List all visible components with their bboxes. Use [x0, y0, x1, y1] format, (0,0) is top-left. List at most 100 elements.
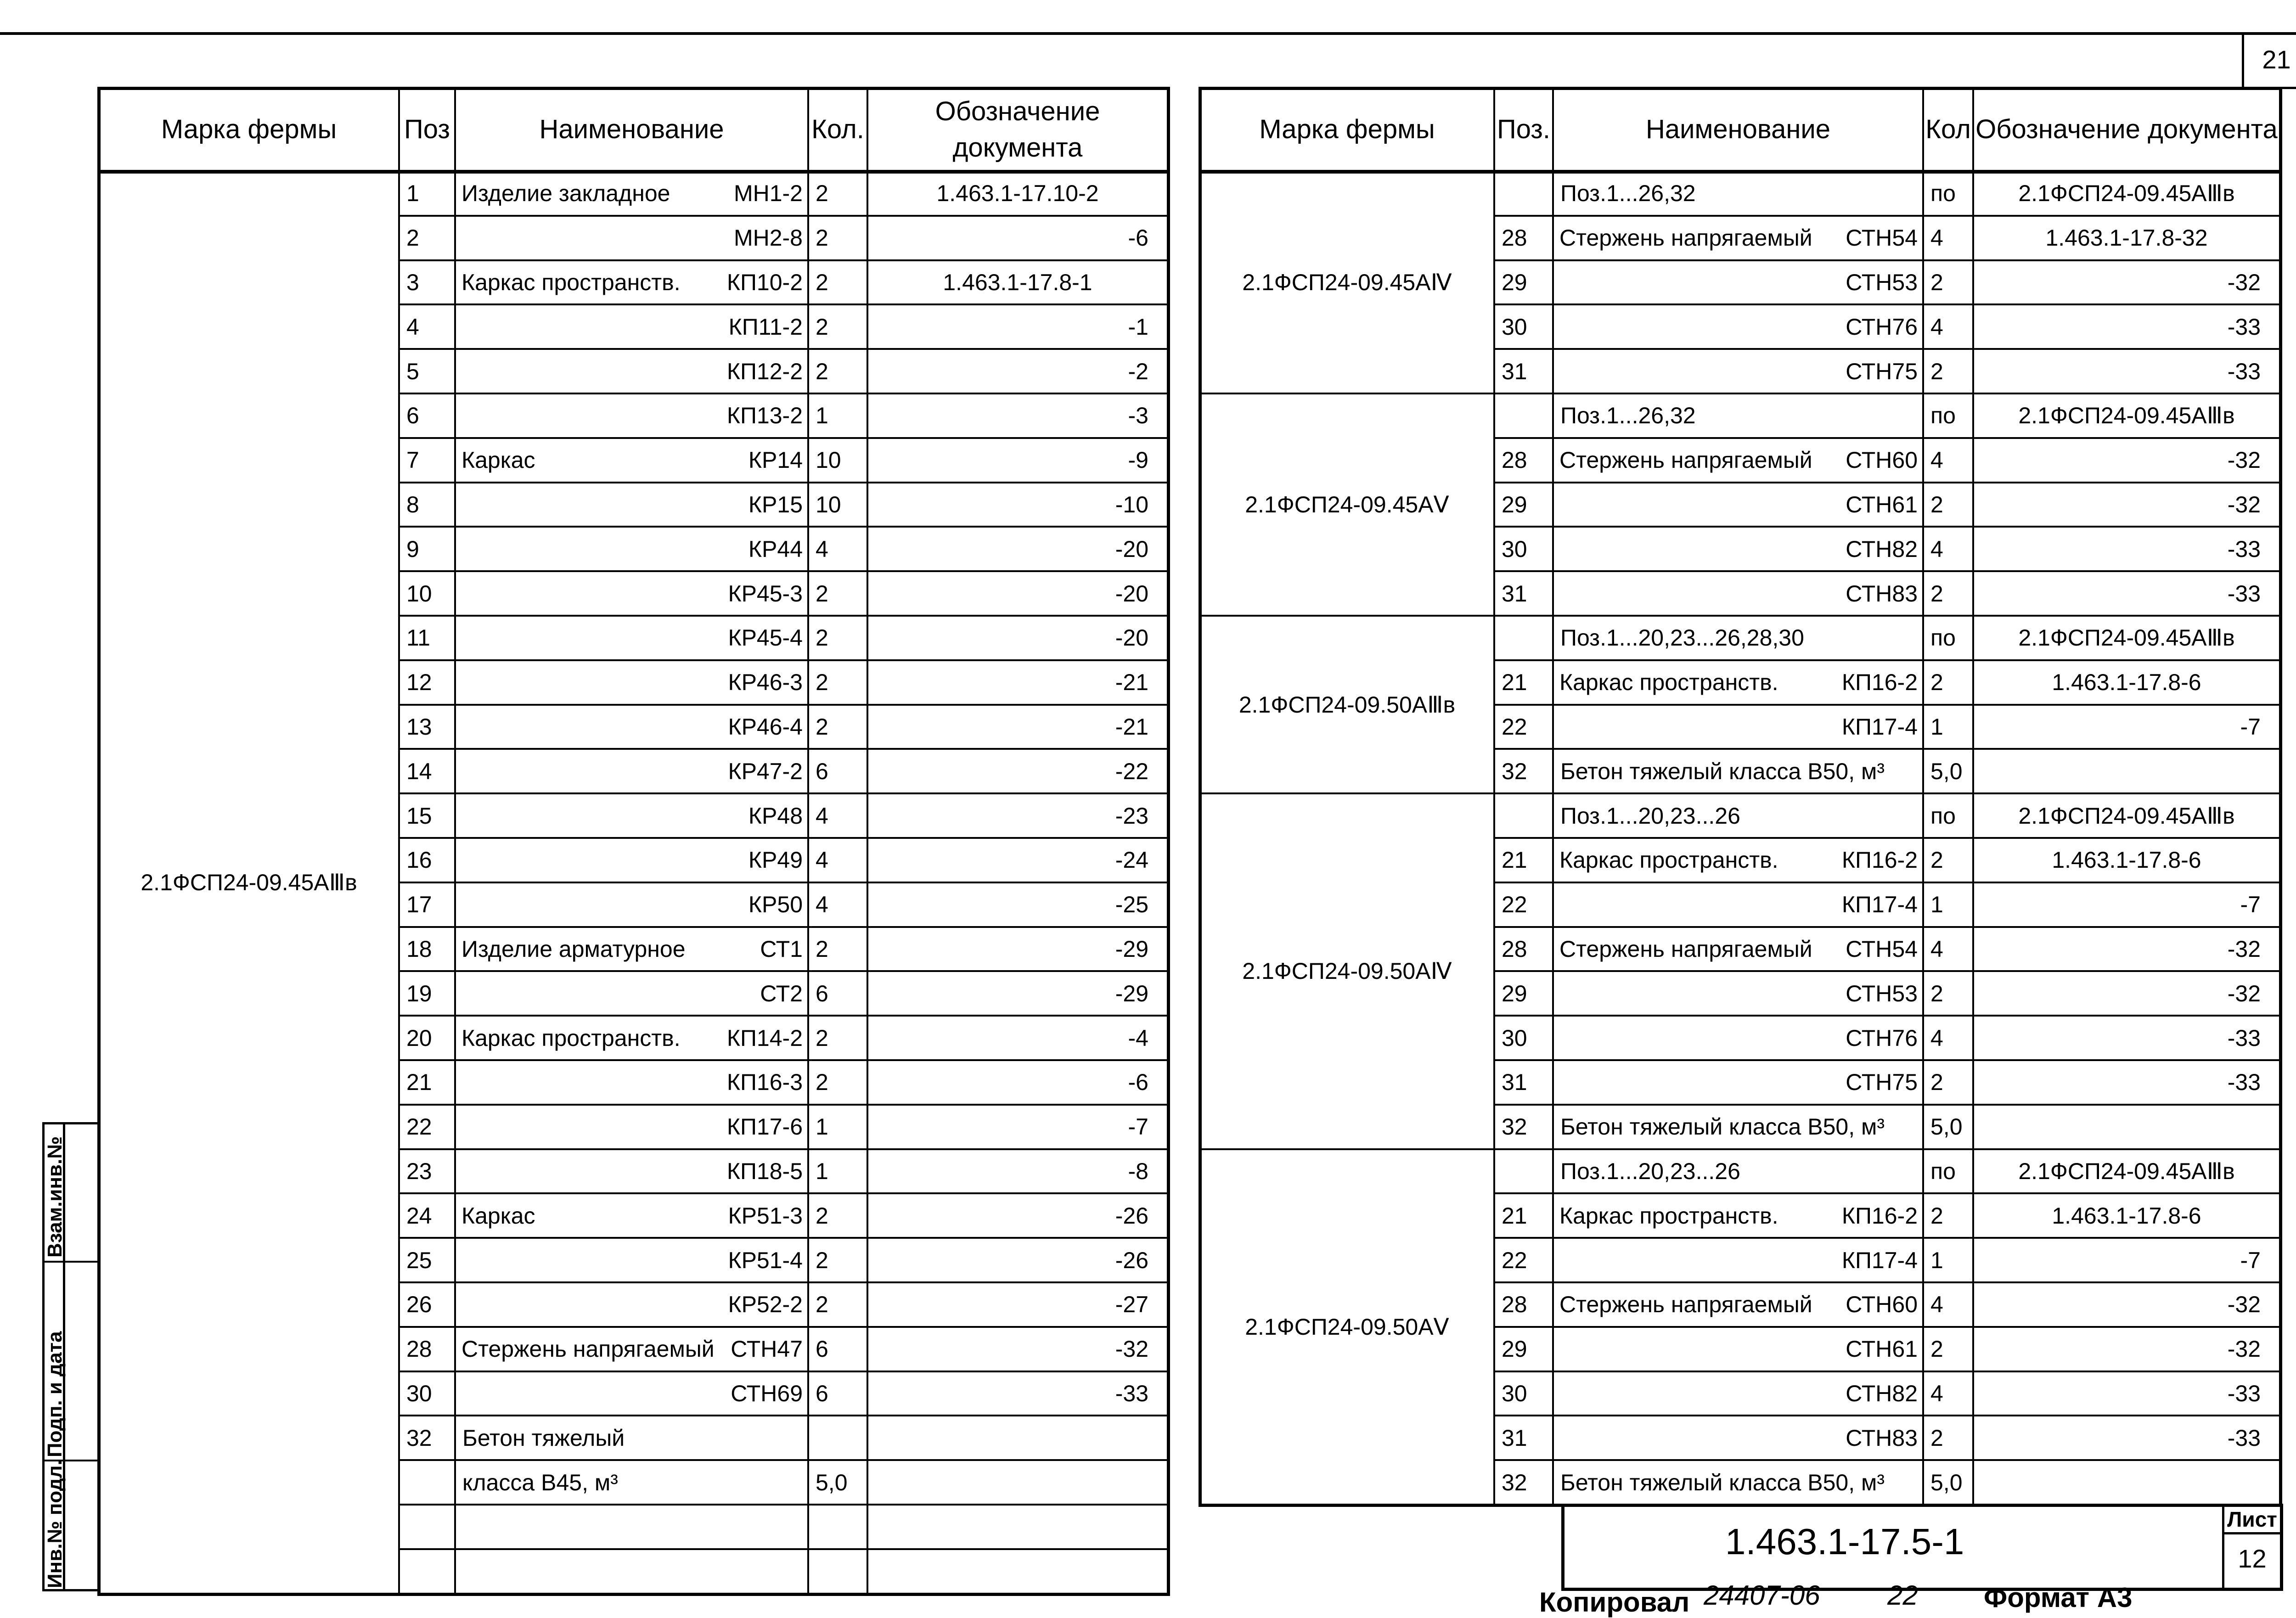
row-qty: 2 — [807, 1237, 868, 1283]
row-qty — [807, 1548, 868, 1595]
row-pos: 11 — [398, 615, 456, 661]
row-qty: 6 — [807, 1326, 868, 1372]
row-qty: 2 — [807, 170, 868, 217]
row-qty: 4 — [1922, 526, 1974, 573]
row-qty: 2 — [1922, 1326, 1974, 1372]
row-qty: 6 — [807, 970, 868, 1017]
row-doc: -8 — [867, 1148, 1169, 1195]
row-pos: 20 — [398, 1015, 456, 1061]
row-doc: -10 — [867, 481, 1169, 528]
row-name-text: Стержень напрягаемый — [1559, 447, 1812, 473]
row-qty: 4 — [807, 881, 868, 928]
right-truss-mark: 2.1ФСП24-09.45АⅣ — [1199, 170, 1495, 394]
row-qty: 2 — [807, 570, 868, 617]
row-qty: 2 — [807, 214, 868, 261]
row-name: Поз.1...26,32 — [1552, 393, 1924, 439]
row-name-text: Каркас пространств. — [461, 269, 681, 295]
row-qty: 1 — [807, 393, 868, 439]
row-name: Бетон тяжелый — [454, 1415, 809, 1461]
row-item-code: КП17-4 — [1552, 1237, 1924, 1283]
row-name: Стержень напрягаемый СТН54 — [1552, 926, 1924, 972]
row-item-code: СТ1 — [760, 936, 803, 962]
row-qty: 6 — [807, 748, 868, 795]
row-item-code: СТН82 — [1552, 1370, 1924, 1417]
row-qty: 4 — [1922, 1281, 1974, 1328]
row-name-text: Изделие арматурное — [461, 936, 686, 962]
row-pos: 10 — [398, 570, 456, 617]
row-qty: 1 — [1922, 703, 1974, 750]
row-name-text: Стержень напрягаемый — [1559, 225, 1812, 251]
row-doc: 1.463.1-17.8-6 — [1972, 659, 2281, 706]
row-doc: -33 — [867, 1370, 1169, 1417]
footer-format: Формат А3 — [1984, 1582, 2133, 1613]
row-pos: 29 — [1493, 1326, 1554, 1372]
side-stamp-divider — [63, 1124, 65, 1589]
row-pos: 19 — [398, 970, 456, 1017]
row-item-code: МН1-2 — [733, 180, 803, 207]
header-name: Наименование — [454, 87, 809, 172]
row-item-code: КП16-3 — [454, 1059, 809, 1106]
row-doc: -7 — [1972, 703, 2281, 750]
row-name-text: Стержень напрягаемый — [1559, 1292, 1812, 1318]
row-pos: 22 — [1493, 1237, 1554, 1283]
row-item-code: КР52-2 — [454, 1281, 809, 1328]
row-pos — [1493, 792, 1554, 839]
row-pos: 22 — [398, 1103, 456, 1150]
row-doc: -7 — [1972, 881, 2281, 928]
row-item-code: КР15 — [454, 481, 809, 528]
right-truss-mark: 2.1ФСП24-09.50АⅢв — [1199, 615, 1495, 795]
row-doc: 1.463.1-17.10-2 — [867, 170, 1169, 217]
row-name: Стержень напрягаемый СТН47 — [454, 1326, 809, 1372]
row-qty: 1 — [807, 1148, 868, 1195]
row-doc: -3 — [867, 393, 1169, 439]
row-pos: 7 — [398, 437, 456, 483]
top-border — [0, 32, 2296, 35]
row-qty: 1 — [1922, 881, 1974, 928]
row-pos: 30 — [1493, 1370, 1554, 1417]
row-pos — [1493, 170, 1554, 217]
row-pos: 22 — [1493, 881, 1554, 928]
row-item-code: СТН54 — [1846, 936, 1918, 962]
row-doc: 2.1ФСП24-09.45АⅢв — [1972, 170, 2281, 217]
row-doc: -33 — [1972, 1415, 2281, 1461]
row-item-code: КП17-4 — [1552, 703, 1924, 750]
row-item-code: СТН60 — [1846, 447, 1918, 473]
header-mark: Марка фермы — [1199, 87, 1495, 172]
row-doc: -2 — [867, 348, 1169, 394]
row-qty: по — [1922, 615, 1974, 661]
row-name-text: Каркас пространств. — [1559, 669, 1778, 696]
row-doc: -1 — [867, 303, 1169, 350]
row-qty: по — [1922, 792, 1974, 839]
row-qty: 2 — [807, 348, 868, 394]
row-item-code: СТН69 — [454, 1370, 809, 1417]
row-name: Бетон тяжелый класса В50, м³ — [1552, 1459, 1924, 1506]
row-qty: 2 — [807, 659, 868, 706]
row-name-text: Стержень напрягаемый — [1559, 936, 1812, 962]
row-pos: 9 — [398, 526, 456, 573]
row-item-code: СТН54 — [1846, 225, 1918, 251]
row-name: Каркас КР51-3 — [454, 1192, 809, 1239]
row-name-text: Стержень напрягаемый — [461, 1336, 715, 1362]
row-qty: 2 — [807, 926, 868, 972]
row-qty: 5,0 — [807, 1459, 868, 1506]
row-pos: 28 — [1493, 437, 1554, 483]
row-pos: 18 — [398, 926, 456, 972]
row-doc: 2.1ФСП24-09.45АⅢв — [1972, 1148, 2281, 1195]
row-pos: 32 — [1493, 1103, 1554, 1150]
row-pos: 26 — [398, 1281, 456, 1328]
right-truss-mark: 2.1ФСП24-09.50АⅤ — [1199, 1148, 1495, 1506]
row-qty — [807, 1415, 868, 1461]
row-qty: 2 — [807, 1192, 868, 1239]
row-doc: -7 — [1972, 1237, 2281, 1283]
row-name: класса В45, м³ — [454, 1459, 809, 1506]
row-qty: 5,0 — [1922, 1103, 1974, 1150]
row-item-code: СТН75 — [1552, 1059, 1924, 1106]
row-doc: -32 — [1972, 1326, 2281, 1372]
row-item-code: КР45-4 — [454, 615, 809, 661]
row-qty: 4 — [1922, 303, 1974, 350]
row-doc — [867, 1415, 1169, 1461]
corner-sheet-number: 21 — [2262, 45, 2291, 74]
row-pos: 32 — [1493, 1459, 1554, 1506]
row-doc: -24 — [867, 837, 1169, 883]
row-item-code: СТН53 — [1552, 259, 1924, 306]
